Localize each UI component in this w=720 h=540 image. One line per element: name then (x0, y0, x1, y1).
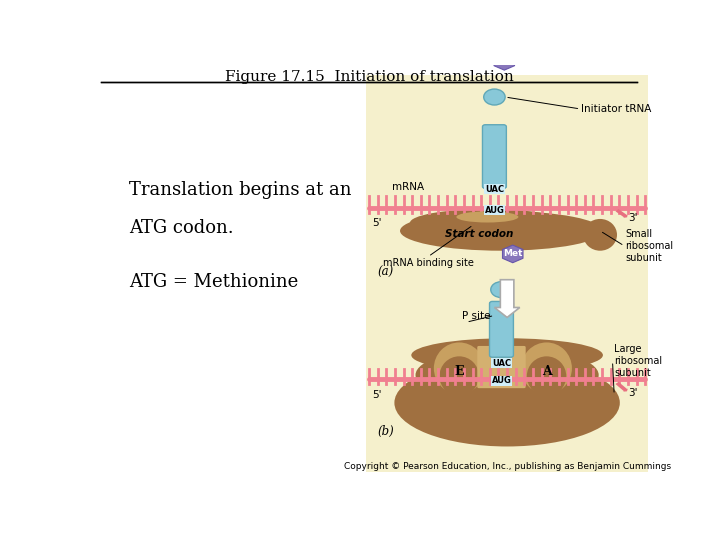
Text: E: E (454, 364, 464, 377)
Ellipse shape (434, 342, 485, 394)
Text: mRNA binding site: mRNA binding site (383, 258, 474, 268)
Ellipse shape (410, 209, 565, 237)
Ellipse shape (415, 347, 599, 403)
Text: Start codon: Start codon (445, 229, 513, 239)
FancyArrow shape (495, 280, 520, 318)
Text: Initiator tRNA: Initiator tRNA (582, 104, 652, 114)
Circle shape (491, 282, 512, 298)
Text: UAC: UAC (492, 359, 511, 368)
FancyArrow shape (616, 382, 628, 392)
Ellipse shape (400, 211, 603, 251)
Text: AUG: AUG (485, 206, 505, 215)
Ellipse shape (411, 338, 603, 372)
Ellipse shape (395, 359, 620, 447)
Text: AUG: AUG (492, 376, 511, 386)
Text: UAC: UAC (485, 185, 504, 194)
Text: (a): (a) (377, 266, 394, 279)
Text: A: A (541, 364, 552, 377)
FancyBboxPatch shape (482, 125, 506, 188)
Ellipse shape (527, 356, 567, 396)
FancyBboxPatch shape (477, 346, 526, 388)
FancyBboxPatch shape (490, 301, 513, 357)
Text: Large
ribosomal
subunit: Large ribosomal subunit (614, 345, 662, 377)
Text: ATG = Methionine: ATG = Methionine (129, 273, 298, 291)
Ellipse shape (439, 356, 479, 396)
Text: P site: P site (462, 312, 490, 321)
Text: mRNA: mRNA (392, 183, 423, 192)
Ellipse shape (521, 342, 572, 394)
FancyArrow shape (616, 209, 628, 218)
Text: Met: Met (495, 57, 514, 66)
Text: 3': 3' (629, 388, 638, 398)
Circle shape (484, 89, 505, 105)
Text: Translation begins at an: Translation begins at an (129, 181, 351, 199)
Text: 5': 5' (372, 390, 382, 400)
Text: ATG codon.: ATG codon. (129, 219, 234, 237)
Text: Copyright © Pearson Education, Inc., publishing as Benjamin Cummings: Copyright © Pearson Education, Inc., pub… (343, 462, 670, 471)
Text: 5': 5' (372, 218, 382, 228)
Text: Met: Met (503, 249, 523, 258)
Ellipse shape (583, 219, 617, 251)
Text: 3': 3' (629, 213, 638, 223)
Text: (b): (b) (377, 424, 395, 437)
Text: Small
ribosomal
subunit: Small ribosomal subunit (626, 230, 674, 262)
FancyBboxPatch shape (366, 75, 648, 472)
Text: Figure 17.15  Initiation of translation: Figure 17.15 Initiation of translation (225, 70, 513, 84)
Ellipse shape (456, 211, 518, 222)
